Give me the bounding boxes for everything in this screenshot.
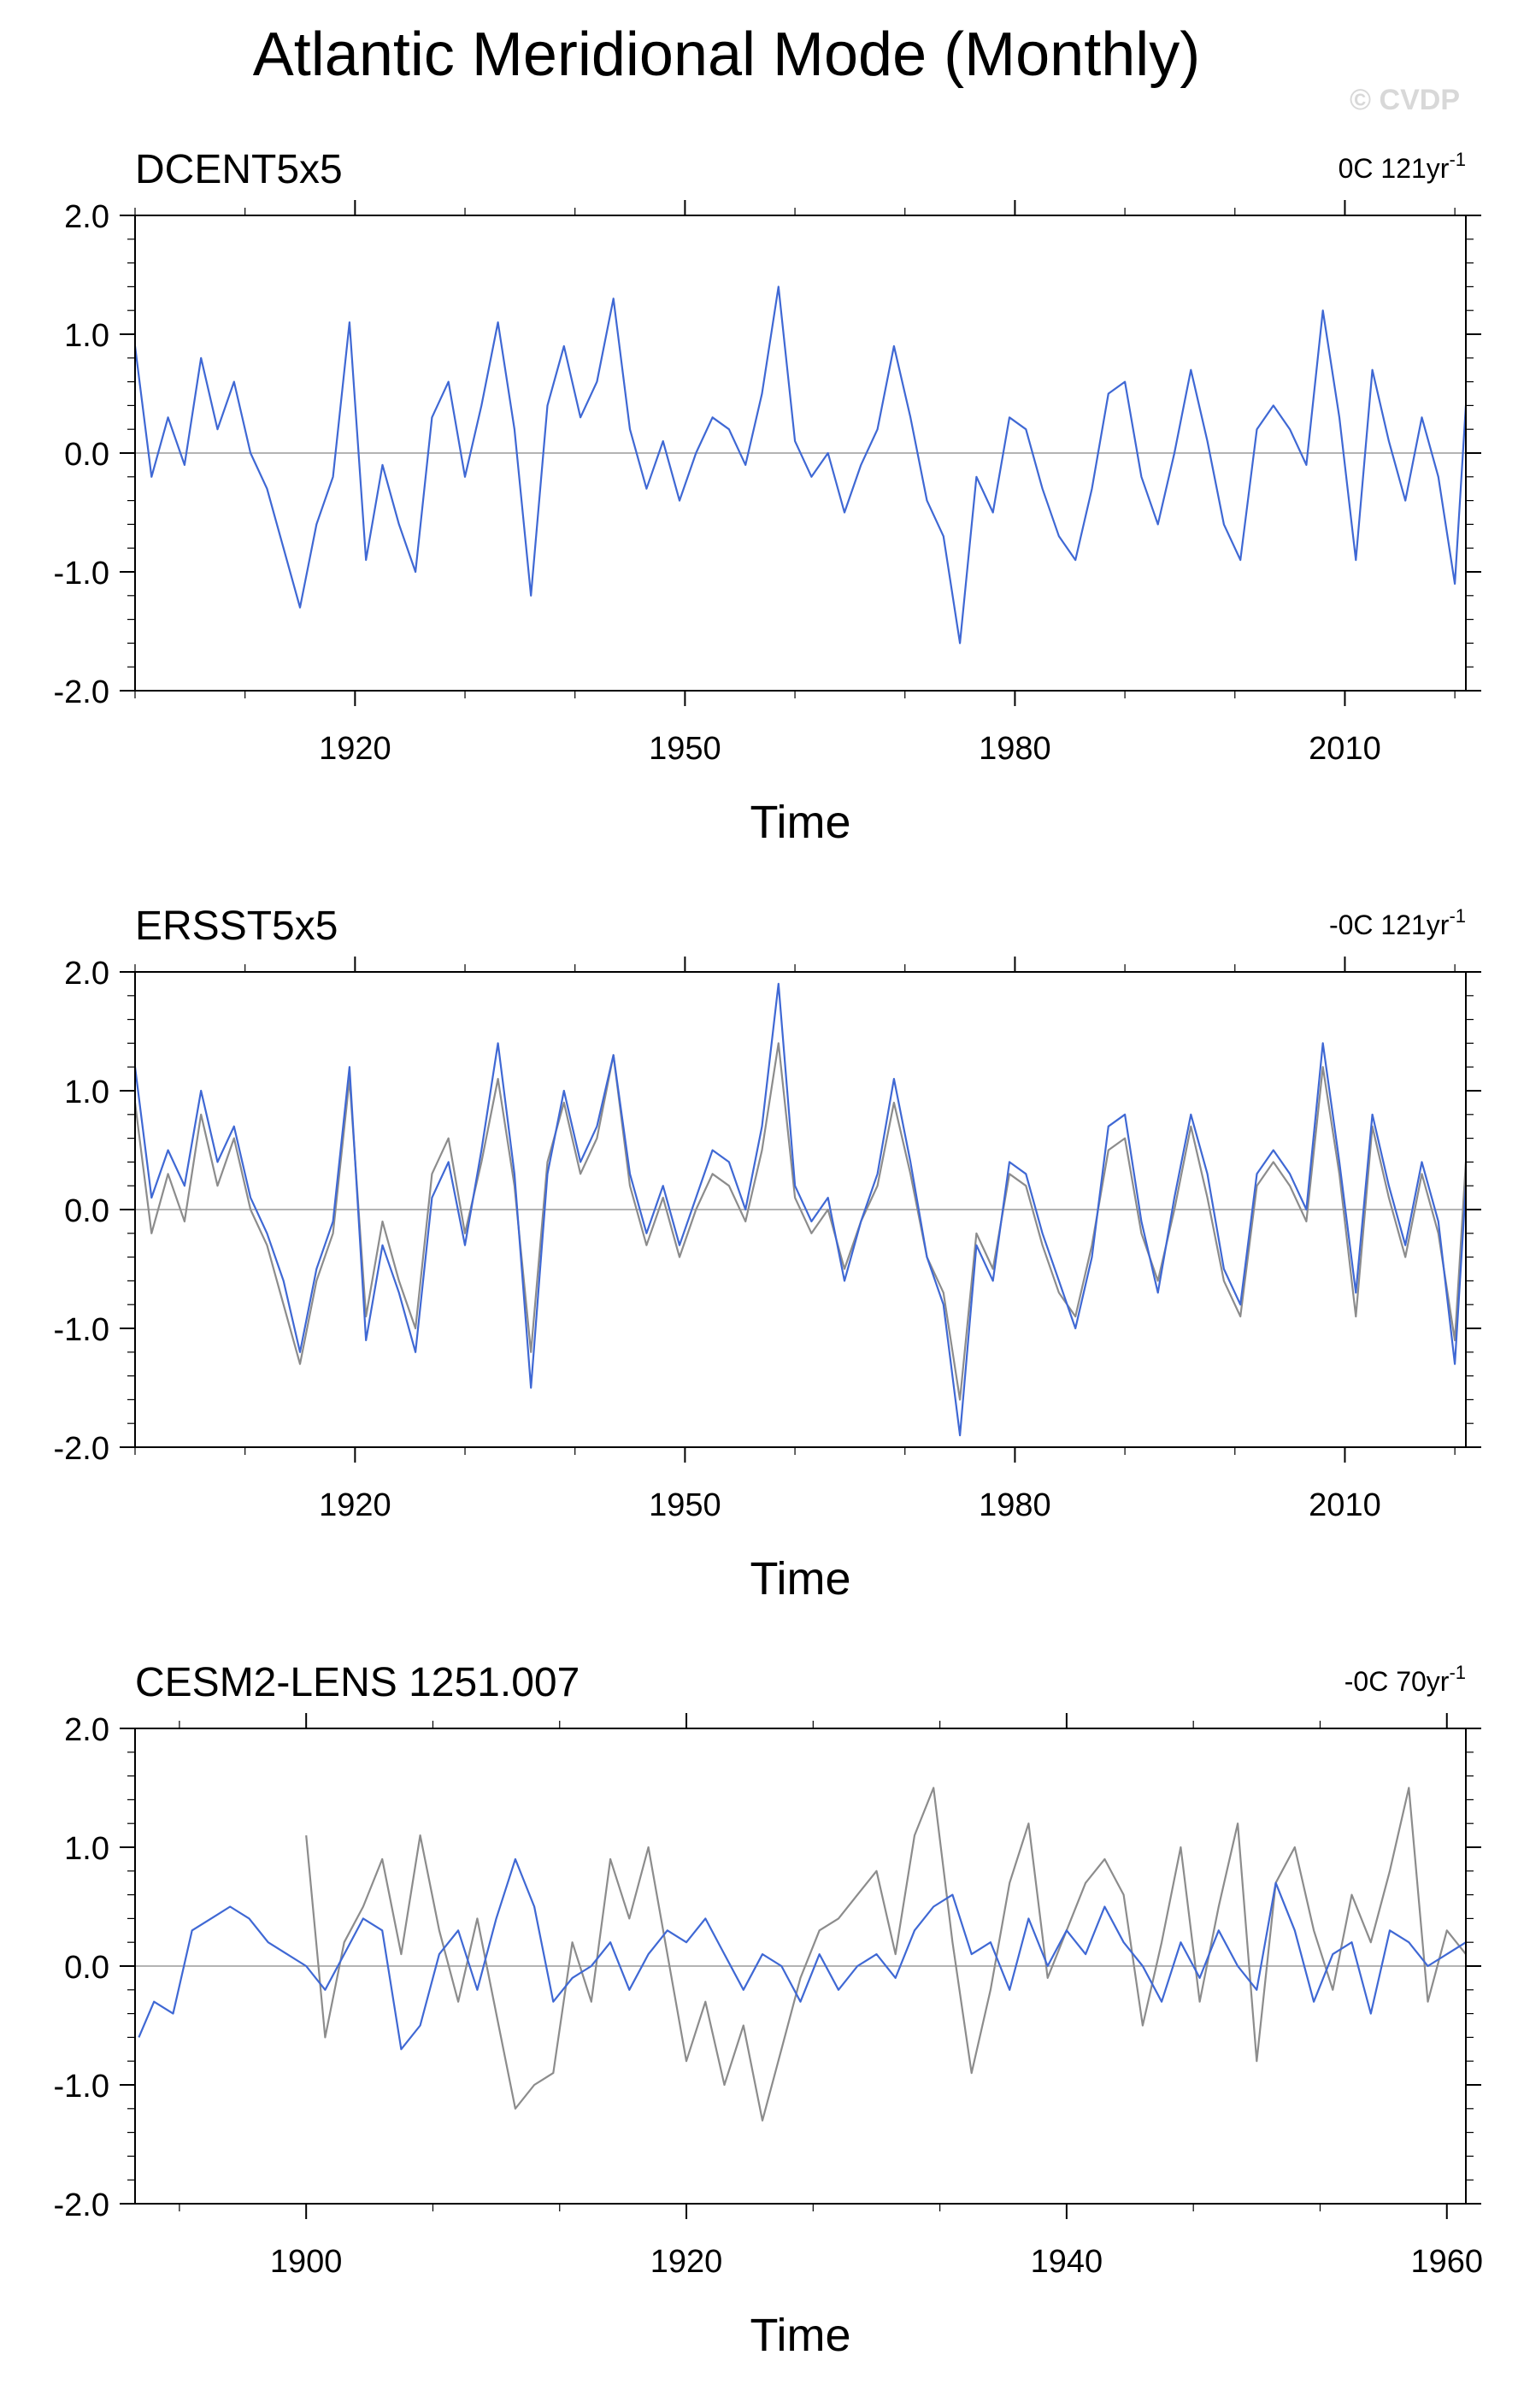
- annotation-main: 0C 121yr: [1339, 153, 1450, 184]
- panel-3: CESM2-LENS 1251.007 -0C 70yr-1 -2.0 -1.0 0.0…: [54, 1660, 1484, 2361]
- panel-annotation: 0C 121yr-1: [1339, 149, 1466, 184]
- series-line-1: [305, 1787, 1467, 2122]
- y-tick-label: 1.0: [64, 1831, 109, 1867]
- panel-title: ERSST5x5: [135, 904, 338, 949]
- x-tick-label: 1900: [270, 2244, 343, 2280]
- x-tick-label: 1950: [649, 1487, 721, 1523]
- y-tick-label: 1.0: [64, 318, 109, 354]
- y-tick-label: 2.0: [64, 199, 109, 235]
- y-tick-label: 2.0: [64, 956, 109, 992]
- x-tick-label: 1950: [649, 731, 721, 767]
- y-tick-label: -2.0: [54, 674, 109, 710]
- y-tick-label: -2.0: [54, 2187, 109, 2223]
- panel-annotation: -0C 121yr-1: [1329, 905, 1466, 940]
- annotation-superscript: -1: [1449, 1662, 1466, 1683]
- x-axis-label: Time: [750, 797, 851, 848]
- y-tick-label: -1.0: [54, 556, 109, 592]
- panel-title: DCENT5x5: [135, 147, 343, 192]
- x-tick-label: 2010: [1309, 1487, 1381, 1523]
- x-tick-label: 1920: [650, 2244, 723, 2280]
- series-line-1: [133, 286, 1468, 645]
- x-axis-label: Time: [750, 2310, 851, 2361]
- panel-annotation: -0C 70yr-1: [1344, 1662, 1466, 1697]
- watermark: © CVDP: [1350, 84, 1460, 116]
- x-tick-label: 1960: [1410, 2244, 1483, 2280]
- y-tick-label: -2.0: [54, 1431, 109, 1467]
- y-tick-label: 2.0: [64, 1712, 109, 1748]
- y-tick-label: 1.0: [64, 1074, 109, 1110]
- y-tick-label: 0.0: [64, 437, 109, 473]
- x-tick-label: 1940: [1031, 2244, 1103, 2280]
- series-line-2: [133, 982, 1468, 1437]
- y-tick-label: 0.0: [64, 1193, 109, 1229]
- annotation-superscript: -1: [1449, 905, 1466, 927]
- annotation-superscript: -1: [1449, 149, 1466, 170]
- y-tick-label: -1.0: [54, 1312, 109, 1348]
- x-tick-label: 1980: [979, 1487, 1051, 1523]
- y-tick-label: -1.0: [54, 2069, 109, 2105]
- annotation-main: -0C 121yr: [1329, 910, 1450, 940]
- figure-title: Atlantic Meridional Mode (Monthly): [253, 21, 1200, 89]
- annotation-main: -0C 70yr: [1344, 1666, 1450, 1697]
- x-tick-label: 1920: [319, 731, 391, 767]
- x-axis-label: Time: [750, 1553, 851, 1604]
- series-line-1: [133, 1042, 1468, 1401]
- panel-title: CESM2-LENS 1251.007: [135, 1660, 580, 1705]
- x-tick-label: 2010: [1309, 731, 1381, 767]
- x-tick-label: 1980: [979, 731, 1051, 767]
- x-tick-label: 1920: [319, 1487, 391, 1523]
- panel-2: ERSST5x5 -0C 121yr-1 -2.0 -1.0 0.0 1.0 2.0 1920…: [54, 904, 1481, 1604]
- panel-1: DCENT5x5 0C 121yr-1 -2.0 -1.0 0.0 1.0 2.0 1920 1…: [54, 147, 1481, 848]
- y-tick-label: 0.0: [64, 1950, 109, 1986]
- series-line-2: [138, 1858, 1467, 2051]
